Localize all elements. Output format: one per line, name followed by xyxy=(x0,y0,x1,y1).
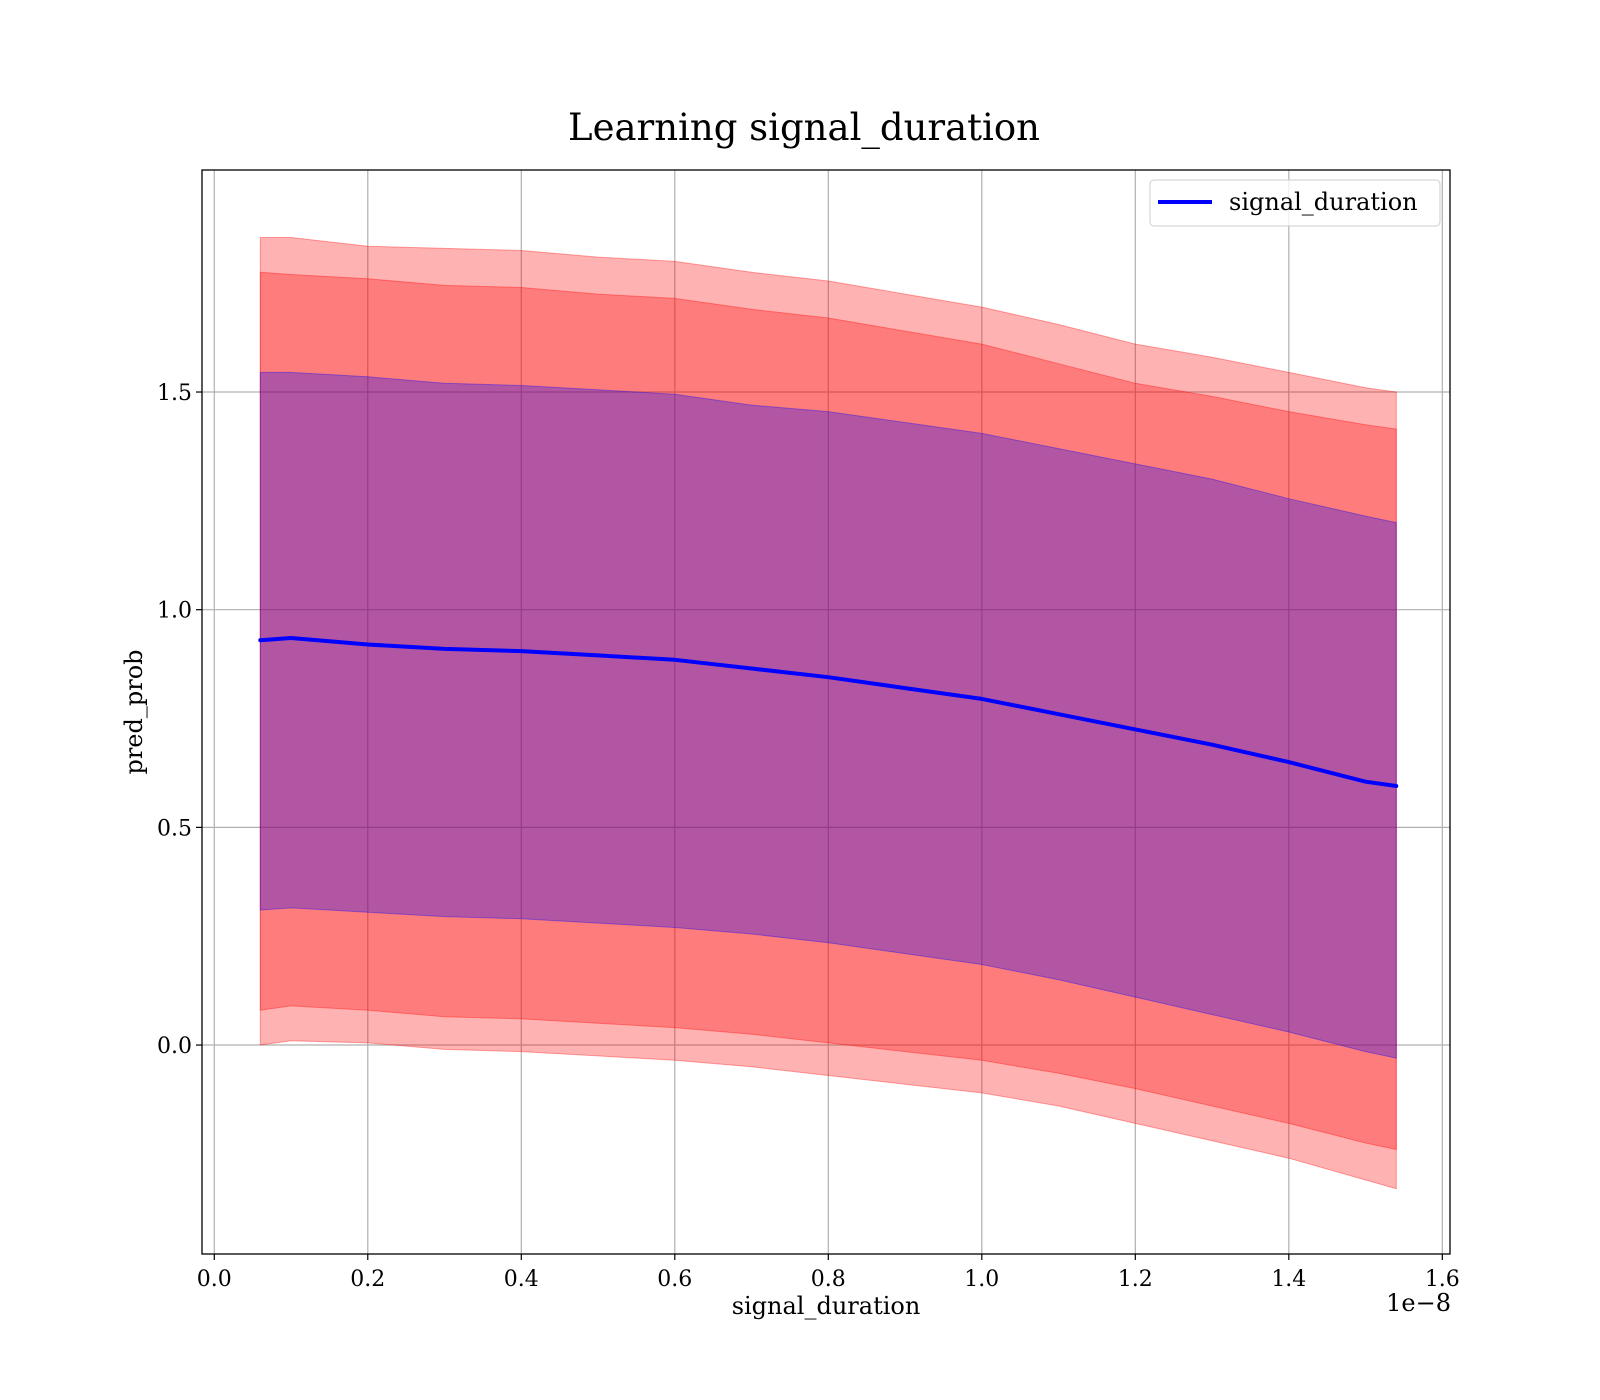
x-offset-label: 1e−8 xyxy=(1386,1289,1451,1317)
x-tick-label: 0.2 xyxy=(350,1267,385,1292)
plot-area: 0.0 0.2 0.4 0.6 0.8 1.0 1.2 1.4 1.6 0.0 0.5 1.0 1.5 xyxy=(157,169,1460,1292)
y-tick-label: 1.0 xyxy=(157,599,192,624)
y-axis-label: pred_prob xyxy=(120,649,148,774)
axes-frame xyxy=(201,169,1451,1255)
x-tick-label: 1.4 xyxy=(1271,1267,1306,1292)
x-tick-label: 1.6 xyxy=(1425,1267,1460,1292)
x-tick-label: 0.8 xyxy=(811,1267,846,1292)
y-tick-label: 0.5 xyxy=(157,816,192,841)
chart-title: Learning signal_duration xyxy=(568,106,1040,150)
std-bands xyxy=(259,237,1397,1190)
y-tick-label: 1.5 xyxy=(157,381,192,406)
std-band xyxy=(259,271,1397,1151)
x-ticks: 0.0 0.2 0.4 0.6 0.8 1.0 1.2 1.4 1.6 xyxy=(197,1254,1460,1292)
data-lines xyxy=(258,636,1399,788)
grid-lines xyxy=(202,170,1450,1254)
y-tick-label: 0.0 xyxy=(157,1034,192,1059)
std-band xyxy=(259,371,1397,1059)
x-tick-label: 0.6 xyxy=(657,1267,692,1292)
legend: signal_duration xyxy=(1149,179,1441,227)
x-tick-label: 0.4 xyxy=(504,1267,539,1292)
x-tick-label: 1.0 xyxy=(964,1267,999,1292)
series-line xyxy=(258,636,1399,788)
std-band xyxy=(259,237,1397,1190)
x-tick-label: 1.2 xyxy=(1118,1267,1153,1292)
x-tick-label: 0.0 xyxy=(197,1267,232,1292)
x-axis-label: signal_duration xyxy=(732,1292,921,1320)
legend-box xyxy=(1149,179,1441,227)
legend-label: signal_duration xyxy=(1229,188,1418,216)
y-ticks: 0.0 0.5 1.0 1.5 xyxy=(157,381,202,1059)
